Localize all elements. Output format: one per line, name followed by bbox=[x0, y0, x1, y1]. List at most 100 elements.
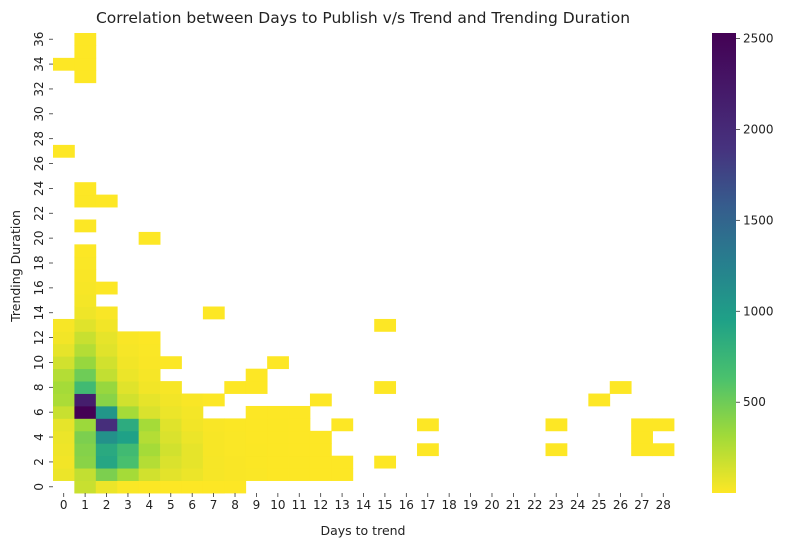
y-tick-label: 24 bbox=[32, 181, 46, 196]
heatmap-cell bbox=[117, 343, 140, 357]
heatmap-cell bbox=[53, 455, 75, 469]
heatmap-cell bbox=[74, 368, 97, 382]
heatmap-cell bbox=[181, 393, 204, 407]
x-tick-label: 25 bbox=[591, 498, 606, 512]
x-tick-label: 19 bbox=[463, 498, 478, 512]
heatmap-cell bbox=[224, 468, 247, 481]
heatmap-cell bbox=[53, 381, 75, 394]
heatmap-cell bbox=[288, 443, 311, 457]
x-tick-label: 12 bbox=[313, 498, 328, 512]
heatmap-cell bbox=[267, 405, 289, 419]
heatmap-cell bbox=[74, 70, 97, 84]
heatmap-cell bbox=[53, 343, 75, 357]
heatmap-cell bbox=[245, 405, 268, 419]
heatmap-cell bbox=[160, 468, 182, 481]
heatmap-cell bbox=[138, 480, 161, 494]
heatmap-cell bbox=[95, 418, 118, 432]
y-tick-label: 12 bbox=[32, 330, 46, 345]
heatmap-cell bbox=[309, 443, 332, 457]
heatmap-cell bbox=[267, 418, 289, 432]
y-tick-label: 34 bbox=[32, 56, 46, 71]
heatmap-cell bbox=[267, 443, 289, 457]
heatmap-cell bbox=[202, 480, 225, 494]
heatmap-cell bbox=[374, 455, 397, 469]
heatmap-cell bbox=[138, 368, 161, 382]
x-tick-label: 21 bbox=[506, 498, 521, 512]
x-axis-label: Days to trend bbox=[320, 523, 405, 538]
heatmap-cell bbox=[117, 443, 140, 457]
heatmap-cell bbox=[117, 455, 140, 469]
heatmap-cell bbox=[95, 318, 118, 332]
x-tick-label: 16 bbox=[399, 498, 414, 512]
heatmap-cell bbox=[117, 418, 140, 432]
heatmap-cell bbox=[138, 430, 161, 444]
heatmap-cell bbox=[117, 405, 140, 419]
heatmap-cell bbox=[288, 468, 311, 481]
heatmap-cell bbox=[160, 405, 182, 419]
heatmap-cell bbox=[138, 455, 161, 469]
heatmap-cell bbox=[245, 418, 268, 432]
colorbar-tick-label: 1500 bbox=[743, 213, 774, 227]
heatmap-cell bbox=[631, 443, 653, 457]
heatmap-cell bbox=[331, 418, 354, 432]
x-tick-label: 24 bbox=[570, 498, 585, 512]
heatmap-cell bbox=[267, 356, 289, 370]
heatmap-cell bbox=[117, 393, 140, 407]
x-tick-label: 22 bbox=[527, 498, 542, 512]
heatmap-cell bbox=[631, 430, 653, 444]
heatmap-cell bbox=[202, 306, 225, 320]
heatmap-cell bbox=[138, 381, 161, 394]
heatmap-cell bbox=[95, 468, 118, 481]
x-tick-label: 2 bbox=[103, 498, 111, 512]
heatmap-cell bbox=[95, 194, 118, 208]
x-tick-label: 3 bbox=[124, 498, 132, 512]
y-tick-label: 22 bbox=[32, 206, 46, 221]
colorbar-tick-label: 500 bbox=[743, 395, 766, 409]
y-tick-label: 6 bbox=[32, 408, 46, 416]
heatmap-cell bbox=[138, 405, 161, 419]
heatmap-cell bbox=[245, 443, 268, 457]
heatmap-cell bbox=[117, 468, 140, 481]
heatmap-cell bbox=[138, 393, 161, 407]
heatmap-cell bbox=[95, 393, 118, 407]
heatmap-cell bbox=[160, 480, 182, 494]
heatmap-cell bbox=[117, 331, 140, 345]
x-tick-label: 9 bbox=[253, 498, 261, 512]
heatmap-cell bbox=[309, 393, 332, 407]
heatmap-cell bbox=[245, 455, 268, 469]
heatmap-cell bbox=[267, 468, 289, 481]
heatmap-cell bbox=[224, 480, 247, 494]
x-tick-label: 5 bbox=[167, 498, 175, 512]
heatmap-cell bbox=[652, 443, 675, 457]
heatmap-cell bbox=[181, 418, 204, 432]
x-tick-label: 28 bbox=[656, 498, 671, 512]
heatmap-cell bbox=[160, 443, 182, 457]
heatmap-cell bbox=[288, 405, 311, 419]
x-tick-label: 8 bbox=[231, 498, 239, 512]
heatmap-cell bbox=[309, 430, 332, 444]
y-tick-label: 18 bbox=[32, 255, 46, 270]
heatmap-cell bbox=[74, 256, 97, 270]
x-tick-label: 6 bbox=[188, 498, 196, 512]
heatmap-cell bbox=[202, 468, 225, 481]
heatmap-cell bbox=[202, 393, 225, 407]
heatmap-cell bbox=[202, 455, 225, 469]
heatmap-cell bbox=[53, 356, 75, 370]
y-axis-label: Trending Duration bbox=[8, 210, 23, 323]
y-tick-label: 20 bbox=[32, 230, 46, 245]
heatmap-cell bbox=[545, 418, 568, 432]
heatmap-cell bbox=[331, 455, 354, 469]
heatmap-cell bbox=[95, 455, 118, 469]
y-tick-label: 26 bbox=[32, 156, 46, 171]
y-tick-label: 2 bbox=[32, 458, 46, 466]
heatmap-cell bbox=[224, 443, 247, 457]
heatmap-cell bbox=[181, 480, 204, 494]
x-tick-label: 10 bbox=[270, 498, 285, 512]
heatmap-cell bbox=[181, 430, 204, 444]
heatmap-cell bbox=[95, 281, 118, 295]
heatmap-cell bbox=[138, 468, 161, 481]
heatmap-cell bbox=[138, 231, 161, 245]
heatmap-cell bbox=[95, 480, 118, 494]
y-tick-label: 14 bbox=[32, 305, 46, 320]
